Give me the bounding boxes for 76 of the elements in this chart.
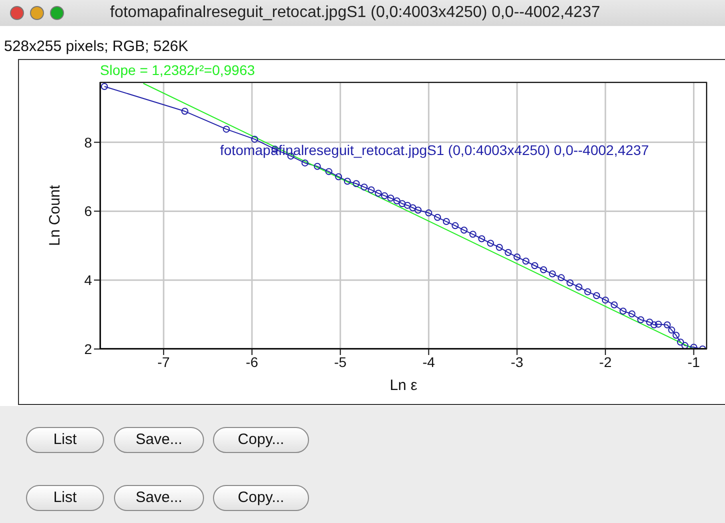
x-tick-label: -7 <box>157 354 170 370</box>
point <box>335 173 342 180</box>
point <box>637 316 644 324</box>
point <box>610 301 618 308</box>
point <box>434 214 442 221</box>
point <box>301 159 308 166</box>
x-tick-label: -3 <box>510 354 524 370</box>
point <box>452 222 459 230</box>
point <box>558 274 565 282</box>
point <box>548 270 556 278</box>
point <box>469 230 476 238</box>
text: List <box>26 485 104 511</box>
point <box>531 262 538 270</box>
point <box>646 318 654 326</box>
point <box>575 283 582 290</box>
point <box>690 344 698 349</box>
y-tick-label: 2 <box>84 340 92 357</box>
point <box>478 235 486 242</box>
text: Copy... <box>213 485 309 511</box>
point <box>409 204 416 212</box>
point <box>344 178 351 185</box>
point <box>593 292 600 300</box>
point <box>650 321 658 328</box>
point <box>360 184 368 191</box>
text: Save... <box>114 485 204 511</box>
text: Save... <box>114 427 204 453</box>
point <box>504 249 512 256</box>
point <box>522 258 530 265</box>
point <box>668 326 676 334</box>
x-tick-label: -6 <box>246 354 258 370</box>
x-tick-label: -1 <box>688 354 700 370</box>
point <box>393 197 400 204</box>
chart-subtitle: 528x255 pixels; RGB; 526K <box>4 38 188 55</box>
point <box>325 168 332 176</box>
point <box>460 226 468 234</box>
point <box>602 296 609 304</box>
y-tick-label: 6 <box>84 203 92 220</box>
point <box>540 266 548 274</box>
point <box>442 218 450 226</box>
x-tick-label: -2 <box>599 354 612 370</box>
point <box>368 186 375 194</box>
text: Copy... <box>213 427 309 453</box>
x-axis-title: Ln ε <box>390 377 418 394</box>
point <box>514 254 521 261</box>
series-label: Slope = 1,2382r²=0,9963 <box>100 62 255 78</box>
point <box>181 108 188 115</box>
point <box>672 332 680 339</box>
y-tick-label: 4 <box>84 272 92 288</box>
point <box>387 194 394 202</box>
point <box>251 136 258 143</box>
point <box>381 192 388 200</box>
point <box>566 279 574 286</box>
point <box>414 206 422 214</box>
point <box>222 126 230 133</box>
chart-title: fotomapafinalreseguit_retocat.jpgS1 (0,0:4003x4250) 0,0--4002,4237 <box>110 4 600 22</box>
point <box>425 209 432 216</box>
point <box>374 190 382 197</box>
point <box>584 288 592 296</box>
point <box>352 180 360 188</box>
point <box>620 308 627 315</box>
y-axis-title: Ln Count <box>46 184 64 246</box>
y-tick-label: 8 <box>84 134 92 150</box>
point <box>404 202 411 209</box>
point <box>681 342 688 349</box>
point <box>628 310 636 318</box>
point <box>676 338 684 346</box>
point <box>664 321 671 328</box>
point <box>487 240 494 247</box>
text: List <box>26 427 104 453</box>
point <box>100 82 108 90</box>
x-tick-label: -4 <box>422 354 436 370</box>
point <box>398 200 406 208</box>
point <box>314 162 321 170</box>
point <box>496 244 503 251</box>
x-tick-label: -5 <box>334 354 347 370</box>
point <box>654 320 662 328</box>
